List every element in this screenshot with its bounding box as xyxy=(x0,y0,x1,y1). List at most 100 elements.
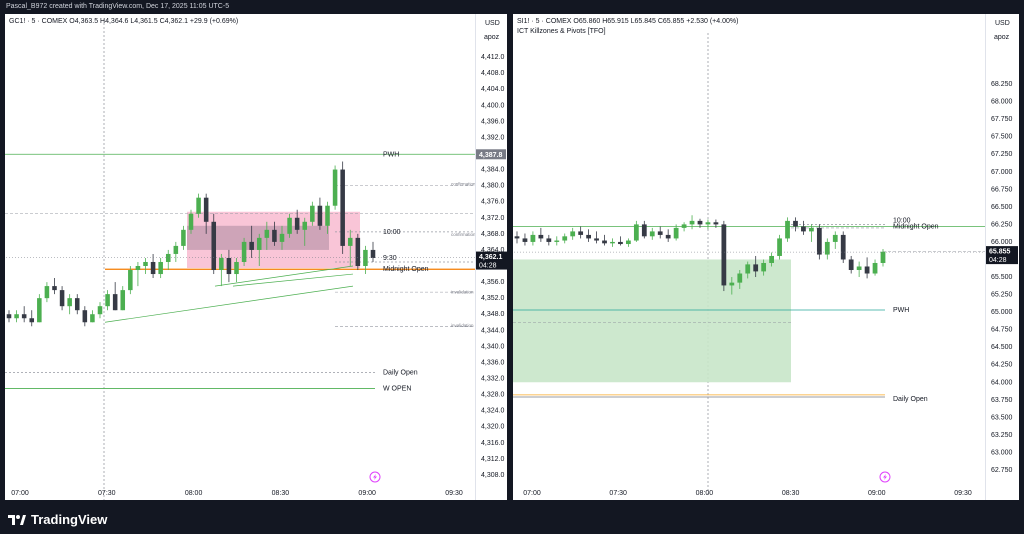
tv-logo-icon xyxy=(8,513,26,528)
footer-bar: TradingView xyxy=(0,502,1024,534)
y-tick-label: 4,356.0 xyxy=(481,279,504,286)
candle-body xyxy=(158,261,163,275)
y-tick-label: 4,328.0 xyxy=(481,392,504,399)
candle-body xyxy=(105,294,110,307)
candle-body xyxy=(809,227,814,232)
candle-body xyxy=(59,290,65,307)
y-tick-label: 4,396.0 xyxy=(481,118,504,125)
x-tick-label: 09:00 xyxy=(868,490,886,497)
y-tick-label: 67.250 xyxy=(991,151,1013,158)
candle-body xyxy=(203,197,209,222)
y-tick-label: 64.750 xyxy=(991,327,1013,334)
y-tick-label: 4,368.0 xyxy=(481,231,504,238)
level-label-pwh: PWH xyxy=(383,151,399,158)
candle-body xyxy=(135,266,141,271)
gold-price-axis-border xyxy=(475,14,476,500)
y-tick-label: 4,336.0 xyxy=(481,359,504,366)
candle-body xyxy=(626,240,631,245)
y-tick-label: 4,316.0 xyxy=(481,440,504,447)
gold-scale-mode[interactable]: apoz xyxy=(484,34,500,41)
trend-line xyxy=(214,265,354,287)
candle-body xyxy=(37,298,42,323)
silver-scale-mode[interactable]: apoz xyxy=(994,34,1010,41)
y-tick-label: 65.500 xyxy=(991,274,1013,281)
x-tick-label: 08:30 xyxy=(272,490,290,497)
y-tick-label: 66.750 xyxy=(991,186,1013,193)
candle-body xyxy=(196,197,201,214)
y-tick-label: 65.250 xyxy=(991,292,1013,299)
lightning-icon xyxy=(879,471,891,483)
brand-name: TradingView xyxy=(31,512,108,527)
x-tick-label: 07:30 xyxy=(98,490,116,497)
silver-symbol-legend: SI1! · 5 · COMEX O65.860 H65.915 L65.845… xyxy=(517,18,739,25)
candle-body xyxy=(729,282,735,286)
candle-body xyxy=(272,229,277,242)
x-tick-label: 08:00 xyxy=(185,490,203,497)
annotation-label: confirmation xyxy=(451,232,476,237)
candle-body xyxy=(689,220,695,225)
y-tick-label: 66.500 xyxy=(991,204,1013,211)
level-label-daily-open: Daily Open xyxy=(893,396,928,403)
annotation-label: invalidation xyxy=(451,323,474,328)
candle-body xyxy=(173,245,179,254)
silver-chart-panel[interactable]: 68.250 68.000 67.750 67.500 67.250 67.000 66.7… xyxy=(513,14,1019,500)
candle-body xyxy=(657,231,663,235)
y-tick-label: 4,308.0 xyxy=(481,472,504,479)
candle-body xyxy=(610,241,615,244)
candle-body xyxy=(594,238,599,241)
candle-body xyxy=(165,253,171,262)
candle-body xyxy=(287,217,292,234)
candle-body xyxy=(82,310,88,323)
candle-body xyxy=(737,273,743,283)
tradingview-logo[interactable]: TradingView xyxy=(8,512,107,528)
candle-body xyxy=(538,234,544,239)
candle-body xyxy=(578,231,584,235)
candle-body xyxy=(641,224,647,237)
candle-body xyxy=(546,238,552,242)
countdown-label: 04:28 xyxy=(989,257,1007,264)
candle-body xyxy=(21,314,27,319)
pwh-price-badge-label: 4,387.8 xyxy=(479,152,502,159)
candle-body xyxy=(150,261,156,275)
candle-body xyxy=(586,234,591,239)
y-tick-label: 64.250 xyxy=(991,362,1013,369)
candle-body xyxy=(848,259,854,270)
silver-chart-canvas[interactable]: 68.250 68.000 67.750 67.500 67.250 67.000 66.7… xyxy=(513,14,1019,500)
candle-body xyxy=(673,227,679,239)
annotation-label: invalidation xyxy=(451,289,474,294)
y-tick-label: 4,376.0 xyxy=(481,199,504,206)
candle-body xyxy=(6,314,12,319)
candle-body xyxy=(793,220,798,227)
trend-line xyxy=(104,285,354,323)
candle-body xyxy=(562,236,568,241)
y-tick-label: 68.000 xyxy=(991,99,1013,106)
y-tick-label: 63.750 xyxy=(991,397,1013,404)
candle-body xyxy=(310,205,315,222)
y-tick-label: 4,352.0 xyxy=(481,295,504,302)
y-tick-label: 4,412.0 xyxy=(481,54,504,61)
silver-currency-label[interactable]: USD xyxy=(995,20,1010,27)
candle-body xyxy=(363,249,368,266)
candle-body xyxy=(67,298,72,307)
x-tick-label: 09:30 xyxy=(954,490,972,497)
lightning-icon xyxy=(369,471,381,483)
countdown-label: 04:28 xyxy=(479,263,497,270)
gold-currency-label[interactable]: USD xyxy=(485,20,500,27)
y-tick-label: 4,320.0 xyxy=(481,424,504,431)
trend-line xyxy=(232,273,354,287)
candle-body xyxy=(745,264,751,274)
level-label-w-open: W OPEN xyxy=(383,386,411,393)
pwh-price-badge xyxy=(476,149,506,160)
gold-chart-panel[interactable]: 4,412.0 4,408.0 4,404.0 4,400.0 4,396.0 4,392… xyxy=(5,14,507,500)
y-tick-label: 4,384.0 xyxy=(481,167,504,174)
y-tick-label: 63.000 xyxy=(991,449,1013,456)
candle-body xyxy=(649,231,655,237)
tv-logo-icon-shape xyxy=(8,515,26,525)
indicator-legend[interactable]: ICT Killzones & Pivots [TFO] xyxy=(517,28,606,35)
candle-body xyxy=(249,241,254,250)
gold-chart-canvas[interactable]: 4,412.0 4,408.0 4,404.0 4,400.0 4,396.0 4,392… xyxy=(5,14,507,500)
candle-body xyxy=(681,224,687,228)
y-tick-label: 4,392.0 xyxy=(481,134,504,141)
candle-body xyxy=(355,237,361,266)
level-label-midnight-open: Midnight Open xyxy=(383,266,429,273)
